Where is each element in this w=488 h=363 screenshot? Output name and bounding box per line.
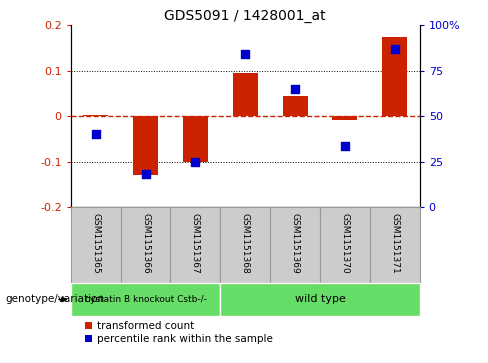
Legend: transformed count, percentile rank within the sample: transformed count, percentile rank withi… bbox=[84, 321, 273, 344]
FancyBboxPatch shape bbox=[270, 207, 320, 283]
Text: GSM1151366: GSM1151366 bbox=[141, 213, 150, 274]
FancyBboxPatch shape bbox=[220, 283, 420, 316]
Point bbox=[142, 171, 149, 177]
Bar bbox=[183, 116, 208, 162]
Bar bbox=[133, 116, 158, 175]
Bar bbox=[83, 115, 108, 116]
Title: GDS5091 / 1428001_at: GDS5091 / 1428001_at bbox=[164, 9, 326, 23]
FancyBboxPatch shape bbox=[320, 207, 370, 283]
Text: GSM1151371: GSM1151371 bbox=[390, 213, 399, 274]
Text: GSM1151369: GSM1151369 bbox=[290, 213, 300, 274]
Point bbox=[92, 131, 100, 137]
Point bbox=[191, 159, 199, 164]
Point bbox=[242, 51, 249, 57]
Text: cystatin B knockout Cstb-/-: cystatin B knockout Cstb-/- bbox=[84, 295, 206, 304]
FancyBboxPatch shape bbox=[170, 207, 220, 283]
FancyBboxPatch shape bbox=[71, 283, 220, 316]
FancyBboxPatch shape bbox=[71, 207, 121, 283]
Text: genotype/variation: genotype/variation bbox=[5, 294, 104, 305]
Bar bbox=[382, 37, 407, 116]
FancyBboxPatch shape bbox=[121, 207, 170, 283]
Bar bbox=[332, 116, 357, 120]
Point bbox=[391, 46, 399, 52]
Text: GSM1151370: GSM1151370 bbox=[341, 213, 349, 274]
FancyBboxPatch shape bbox=[370, 207, 420, 283]
FancyBboxPatch shape bbox=[220, 207, 270, 283]
Text: GSM1151365: GSM1151365 bbox=[91, 213, 100, 274]
Text: wild type: wild type bbox=[295, 294, 346, 305]
Point bbox=[341, 143, 349, 148]
Text: GSM1151367: GSM1151367 bbox=[191, 213, 200, 274]
Bar bbox=[233, 73, 258, 116]
Text: GSM1151368: GSM1151368 bbox=[241, 213, 250, 274]
Bar bbox=[283, 96, 307, 116]
Point bbox=[291, 86, 299, 92]
